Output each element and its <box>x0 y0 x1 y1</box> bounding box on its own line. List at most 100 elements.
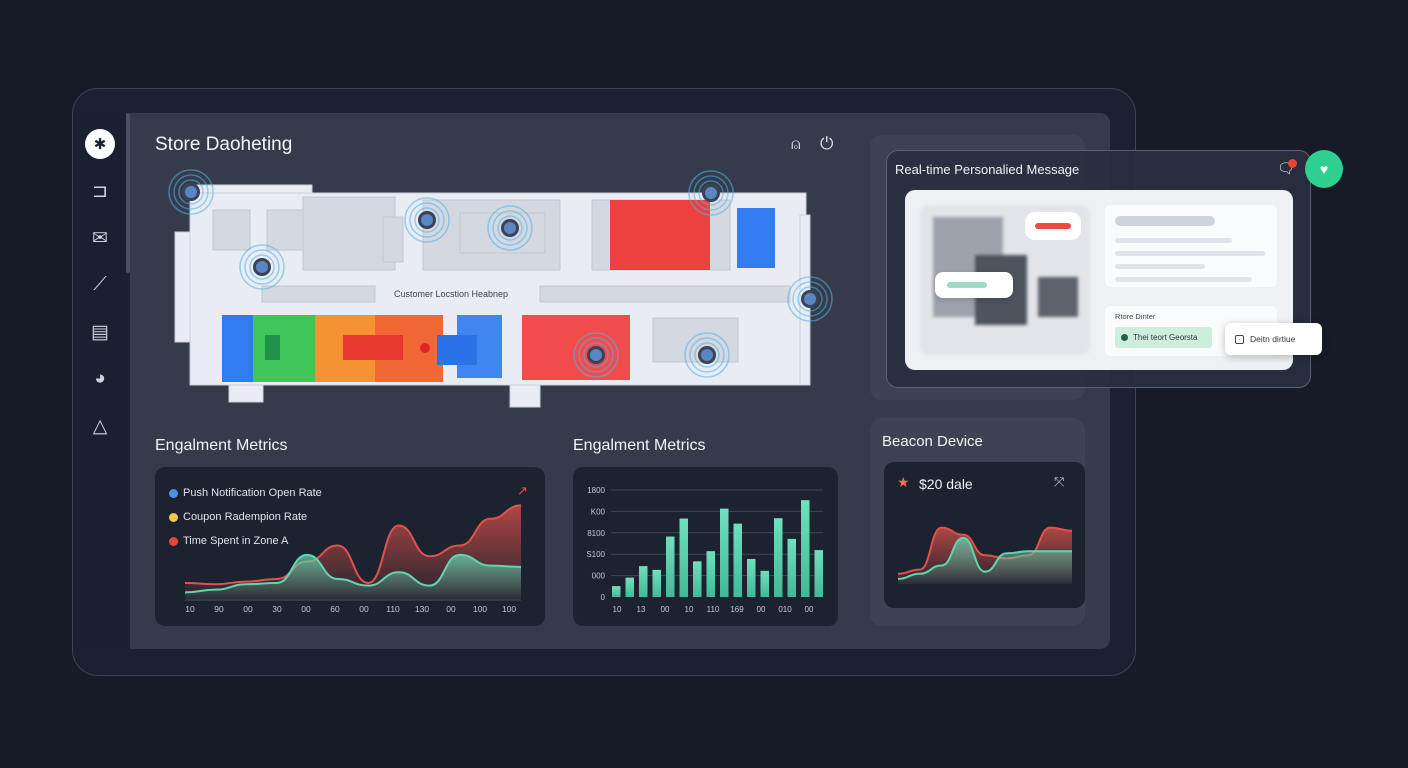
beacon-marker <box>404 197 450 243</box>
x-tick-label: 169 <box>730 605 744 614</box>
beacon-ring <box>249 254 275 280</box>
sidebar: ✱ ⊐ ✉ ⟋ ▤ ◕ △ <box>73 113 128 648</box>
beacon-ring <box>792 281 828 317</box>
series-line <box>897 536 1072 580</box>
legend-item: Time Spent in Zone A <box>169 535 322 547</box>
beacon-ring <box>694 342 720 368</box>
beacon-core <box>804 293 816 305</box>
x-tick-label: 010 <box>778 605 792 614</box>
expand-icon[interactable]: ⤧ <box>1054 474 1065 489</box>
bar <box>652 569 661 597</box>
user-icon[interactable]: ⍝ <box>791 136 801 153</box>
status-toggle-icon[interactable]: ♥ <box>1305 150 1343 188</box>
bar <box>625 577 634 597</box>
section-title: Engalment Metrics <box>573 437 706 454</box>
bar <box>612 586 621 597</box>
x-tick-label: 00 <box>301 604 311 614</box>
layout-icon[interactable]: ⊐ <box>92 180 108 202</box>
x-tick-label: 60 <box>330 604 340 614</box>
beacon-marker <box>168 169 214 215</box>
wand-icon[interactable]: ⟋ <box>93 274 107 295</box>
beacon-ring <box>244 249 280 285</box>
y-tick-label: 0 <box>601 593 606 602</box>
y-tick-label: 000 <box>592 572 606 581</box>
mail-icon[interactable]: ✉ <box>92 227 108 249</box>
line-chart: ↗ 10 90 00 30 00 60 00 110 130 00 100 100 <box>184 483 528 614</box>
beacon-ring <box>573 332 619 378</box>
x-tick-label: 100 <box>473 604 487 614</box>
white-action-button[interactable]: · Deitn dirtiue <box>1225 323 1322 355</box>
beacon-ring <box>492 210 528 246</box>
series-area <box>185 505 521 599</box>
clipboard-icon[interactable]: ▤ <box>91 321 109 343</box>
bar <box>814 550 823 597</box>
legend-item: Push Notification Open Rate <box>169 487 322 499</box>
room <box>382 216 404 263</box>
beacon-ring <box>689 337 725 373</box>
x-tick-label: 110 <box>707 605 720 614</box>
x-tick-label: 00 <box>243 604 253 614</box>
power-icon[interactable]: ⏻ <box>820 134 834 153</box>
green-action-button[interactable]: Thei teort Georsta <box>1115 327 1212 348</box>
beacon-core <box>701 349 713 361</box>
bar <box>760 570 769 597</box>
series-line <box>184 553 522 594</box>
beacon-core <box>504 222 516 234</box>
x-tick-label: 00 <box>359 604 369 614</box>
bar <box>774 518 783 597</box>
series-area <box>898 537 1072 584</box>
scrollbar[interactable] <box>126 113 130 273</box>
beacon-marker <box>787 276 833 322</box>
beacon-value: $20 dale <box>919 476 973 492</box>
beacon-ring <box>409 202 445 238</box>
beacon-ring <box>487 205 533 251</box>
x-tick-label: 10 <box>185 604 195 614</box>
beacon-core <box>590 349 602 361</box>
bar <box>693 561 702 597</box>
legend-label: Push Notification Open Rate <box>183 487 322 499</box>
x-tick-label: 00 <box>805 605 814 614</box>
x-tick-label: 10 <box>685 605 694 614</box>
beacon-core <box>705 187 717 199</box>
button-label: Thei teort Georsta <box>1133 333 1198 342</box>
legend-dot <box>169 536 178 546</box>
bluetooth-icon[interactable]: ✱ <box>85 129 115 159</box>
beacon-marker <box>487 205 533 251</box>
beacon-icon[interactable]: △ <box>92 415 108 437</box>
y-tick-label: S100 <box>586 550 605 559</box>
beacon-ring <box>698 180 724 206</box>
bar <box>787 538 796 597</box>
beacon-ring <box>583 342 609 368</box>
beacon-ring <box>414 207 440 233</box>
tag-bubble <box>935 272 1013 298</box>
bar <box>679 518 688 597</box>
room <box>266 209 304 251</box>
section-title: Engalment Metrics <box>155 437 288 454</box>
notification-badge <box>1288 159 1297 168</box>
y-tick-label: K00 <box>591 507 606 516</box>
beacon-marker <box>684 332 730 378</box>
section-label: Rtore Dinter <box>1115 312 1156 321</box>
bar <box>639 566 648 597</box>
alert-bubble <box>1025 212 1081 240</box>
beacon-ring <box>239 244 285 290</box>
x-tick-label: 30 <box>272 604 282 614</box>
beacon-ring <box>693 175 729 211</box>
beacon-core <box>256 261 268 273</box>
bar <box>801 500 810 597</box>
x-tick-label: 13 <box>637 605 646 614</box>
bar <box>747 558 756 597</box>
aisle <box>261 285 376 303</box>
legend-item: Coupon Radempion Rate <box>169 511 322 523</box>
y-tick-label: 1800 <box>587 486 605 495</box>
x-tick-label: 130 <box>415 604 429 614</box>
beacon-marker <box>239 244 285 290</box>
aisle <box>539 285 791 303</box>
room <box>302 196 396 271</box>
pie-chart-icon[interactable]: ◕ <box>94 368 106 389</box>
x-tick-label: 100 <box>502 604 516 614</box>
beacon-core <box>185 186 197 198</box>
trend-up-icon: ↗ <box>517 483 528 498</box>
x-tick-label: 00 <box>661 605 670 614</box>
